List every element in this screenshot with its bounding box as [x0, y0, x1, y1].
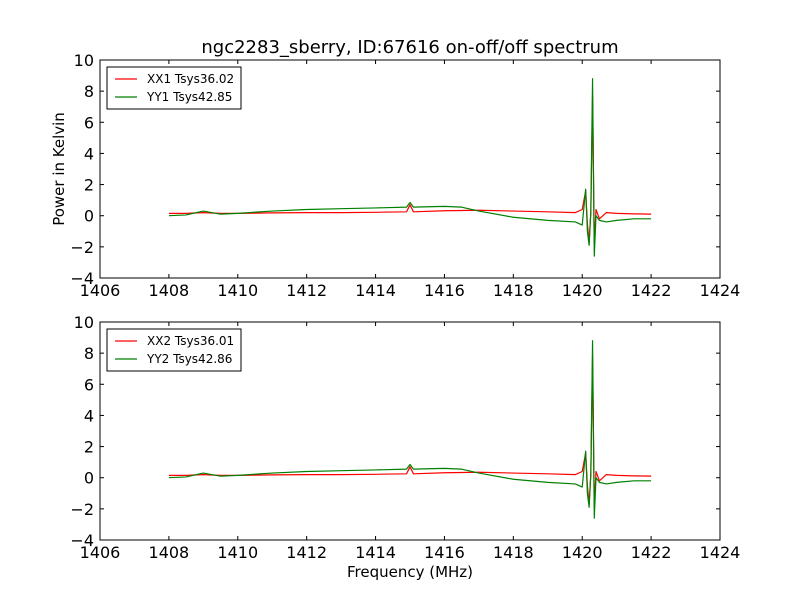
y-axis-label: Power in Kelvin [50, 112, 68, 226]
y-tick-label: 4 [84, 406, 94, 425]
y-tick-label: 6 [84, 113, 94, 132]
legend-label: XX2 Tsys36.01 [147, 334, 234, 348]
top-panel: 1406 1408 1410 1412 1414 1416 1418 1420 1422 1424… [70, 51, 740, 300]
y-tick-label: 0 [84, 469, 94, 488]
y-tick-label: −4 [70, 531, 94, 550]
x-tick-label: 1408 [149, 281, 190, 300]
y-tick-label: −2 [70, 500, 94, 519]
x-tick-label: 1406 [80, 281, 121, 300]
x-tick-label: 1414 [355, 543, 396, 562]
y-tick-label: 6 [84, 375, 94, 394]
y-tick-label: 10 [74, 51, 94, 70]
y-tick-label: 0 [84, 207, 94, 226]
x-tick-label: 1422 [631, 543, 672, 562]
figure-title: ngc2283_sberry, ID:67616 on-off/off spec… [201, 37, 618, 58]
y-tick-label: 4 [84, 144, 94, 163]
x-tick-label: 1410 [217, 281, 258, 300]
series-line-xx [168, 95, 652, 245]
y-tick-label: −2 [70, 238, 94, 257]
series-line-xx [168, 357, 652, 507]
y-tick-label: 8 [84, 82, 94, 101]
x-tick-label: 1418 [493, 281, 534, 300]
x-tick-label: 1414 [355, 281, 396, 300]
series-line-yy [168, 340, 652, 519]
series-line-yy [168, 78, 652, 257]
legend-box [106, 66, 242, 110]
x-tick-label: 1410 [217, 543, 258, 562]
y-tick-label: 2 [84, 438, 94, 457]
x-tick-label: 1406 [80, 543, 121, 562]
bottom-panel: 1406 1408 1410 1412 1414 1416 1418 1420 1422 1424… [70, 313, 740, 562]
x-tick-label: 1408 [149, 543, 190, 562]
y-tick-label: 2 [84, 176, 94, 195]
x-tick-label: 1422 [631, 281, 672, 300]
y-tick-label: 8 [84, 344, 94, 363]
x-tick-label: 1416 [424, 281, 465, 300]
x-tick-label: 1418 [493, 543, 534, 562]
x-tick-label: 1412 [286, 543, 327, 562]
legend-label: YY2 Tsys42.86 [146, 352, 232, 366]
legend-box [106, 328, 242, 372]
x-tick-label: 1420 [562, 543, 603, 562]
x-tick-label: 1424 [700, 543, 741, 562]
x-tick-label: 1416 [424, 543, 465, 562]
legend-label: XX1 Tsys36.02 [147, 72, 234, 86]
x-tick-label: 1424 [700, 281, 741, 300]
x-axis-label: Frequency (MHz) [347, 563, 473, 581]
y-tick-label: −4 [70, 269, 94, 288]
y-tick-label: 10 [74, 313, 94, 332]
x-tick-label: 1412 [286, 281, 327, 300]
x-tick-label: 1420 [562, 281, 603, 300]
legend-label: YY1 Tsys42.85 [146, 90, 232, 104]
